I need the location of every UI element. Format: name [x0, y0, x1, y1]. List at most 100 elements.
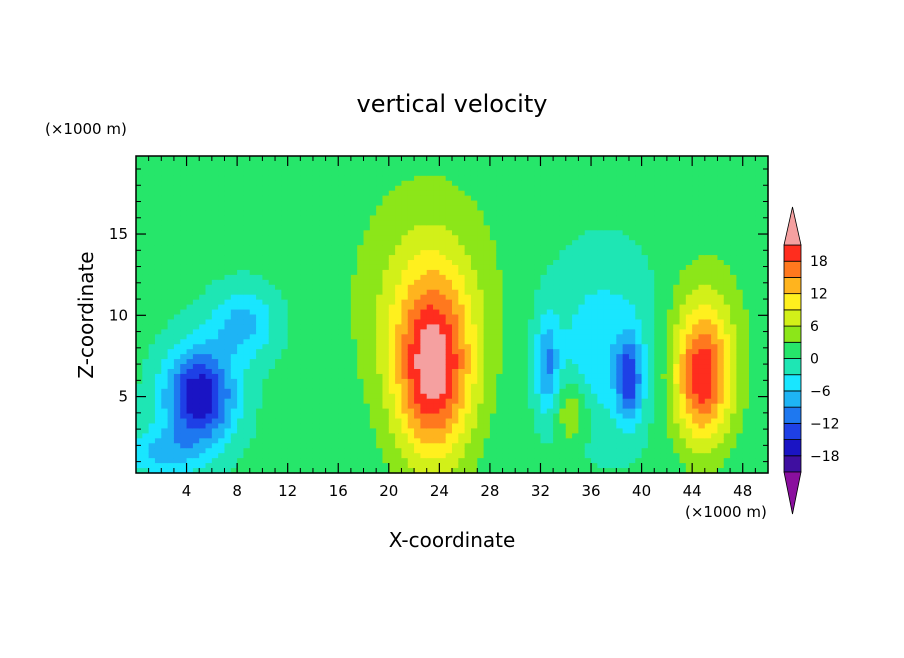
field-cell: [180, 269, 188, 276]
field-cell: [452, 334, 459, 340]
field-cell: [300, 468, 308, 474]
field-cell: [161, 220, 169, 226]
field-cell: [205, 289, 213, 296]
field-cell: [300, 403, 308, 410]
field-cell: [268, 160, 276, 167]
field-cell: [382, 235, 390, 241]
field-cell: [502, 274, 510, 281]
field-cell: [281, 279, 289, 286]
field-cell: [325, 170, 333, 177]
field-cell: [603, 279, 611, 286]
field-cell: [477, 190, 485, 197]
field-cell: [243, 373, 251, 380]
field-cell: [470, 289, 478, 296]
field-cell: [546, 423, 554, 430]
field-cell: [470, 314, 478, 321]
field-cell: [610, 368, 617, 375]
field-cell: [142, 364, 150, 370]
field-cell: [470, 160, 478, 167]
field-cell: [426, 403, 434, 410]
field-cell: [553, 160, 561, 167]
field-cell: [464, 195, 472, 202]
field-cell: [426, 373, 434, 380]
field-cell: [534, 210, 542, 217]
field-cell: [167, 240, 175, 246]
field-cell: [464, 225, 472, 231]
field-cell: [325, 383, 333, 390]
field-cell: [218, 215, 226, 221]
field-cell: [205, 383, 213, 390]
field-cell: [192, 175, 200, 182]
field-cell: [445, 170, 453, 177]
field-cell: [496, 225, 504, 231]
field-cell: [287, 205, 295, 212]
field-cell: [369, 190, 377, 197]
field-cell: [382, 314, 390, 321]
field-cell: [192, 170, 200, 177]
field-cell: [597, 433, 605, 439]
field-cell: [300, 359, 308, 365]
field-cell: [136, 210, 143, 217]
field-cell: [211, 299, 219, 306]
field-cell: [161, 260, 169, 266]
field-cell: [306, 269, 314, 276]
field-cell: [243, 195, 251, 202]
field-cell: [401, 314, 409, 321]
field-cell: [275, 319, 282, 325]
field-cell: [369, 299, 377, 306]
field-cell: [527, 235, 535, 241]
field-cell: [470, 413, 478, 420]
field-cell: [256, 260, 263, 266]
field-cell: [243, 368, 251, 375]
field-cell: [433, 393, 440, 400]
field-cell: [186, 364, 194, 370]
field-cell: [376, 364, 384, 370]
field-cell: [540, 220, 548, 226]
field-cell: [350, 284, 358, 291]
field-cell: [439, 453, 447, 459]
field-cell: [243, 309, 251, 316]
field-cell: [180, 160, 188, 167]
field-cell: [180, 324, 188, 330]
field-cell: [616, 359, 624, 365]
field-cell: [616, 269, 624, 276]
field-cell: [237, 309, 245, 316]
field-cell: [173, 314, 181, 321]
field-cell: [344, 448, 352, 454]
field-cell: [527, 264, 535, 271]
field-cell: [300, 170, 308, 177]
field-cell: [464, 453, 472, 459]
field-cell: [199, 354, 207, 360]
field-cell: [148, 304, 156, 311]
field-cell: [357, 230, 365, 236]
field-cell: [407, 458, 415, 464]
field-cell: [230, 299, 238, 306]
field-cell: [470, 398, 478, 405]
field-cell: [603, 448, 611, 454]
field-cell: [357, 408, 365, 415]
field-cell: [350, 468, 358, 474]
field-cell: [312, 354, 320, 360]
field-cell: [142, 180, 150, 187]
field-cell: [515, 368, 523, 375]
field-cell: [527, 284, 535, 291]
field-cell: [540, 215, 548, 221]
field-cell: [508, 438, 516, 444]
field-cell: [489, 438, 497, 444]
field-cell: [470, 468, 478, 474]
field-cell: [230, 468, 238, 474]
field-cell: [173, 304, 181, 311]
field-cell: [161, 393, 169, 400]
field-cell: [243, 364, 251, 370]
field-cell: [331, 438, 339, 444]
field-cell: [344, 309, 352, 316]
field-cell: [489, 458, 497, 464]
field-cell: [136, 443, 143, 449]
field-cell: [357, 160, 365, 167]
field-cell: [357, 339, 365, 345]
field-cell: [496, 443, 504, 449]
field-cell: [458, 255, 466, 261]
field-cell: [388, 373, 396, 380]
field-cell: [363, 448, 371, 454]
field-cell: [388, 359, 396, 365]
